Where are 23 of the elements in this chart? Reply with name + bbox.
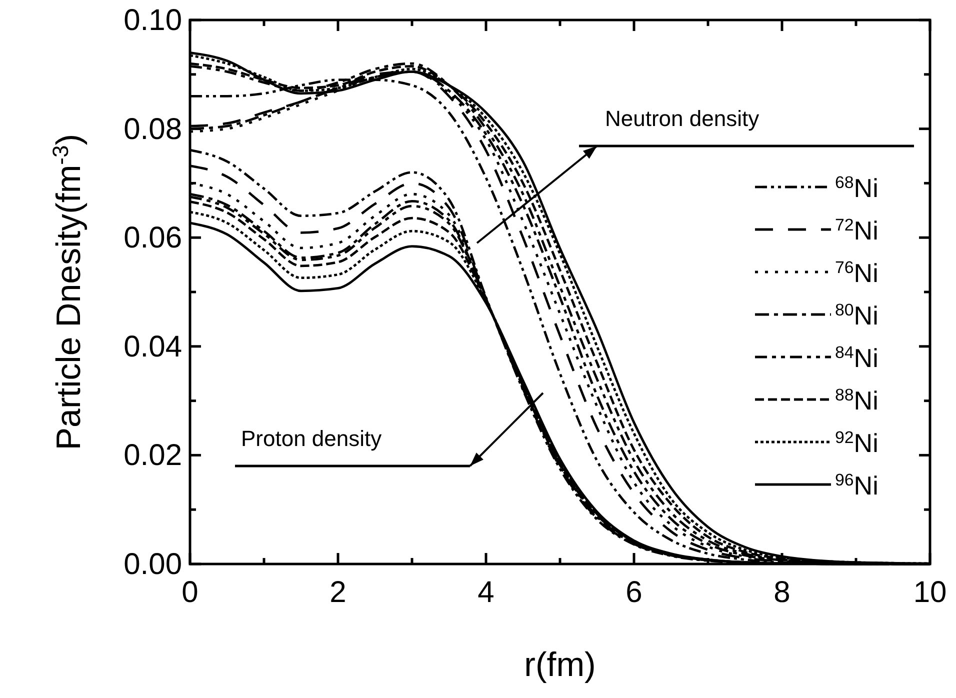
legend-label: $^{68}$Ni bbox=[835, 172, 878, 203]
y-tick-label: 0.08 bbox=[124, 112, 182, 146]
x-tick-label: 10 bbox=[913, 576, 947, 609]
x-tick-label: 6 bbox=[626, 576, 642, 609]
legend-label: $^{84}$Ni bbox=[835, 342, 878, 373]
y-tick-label: 0.02 bbox=[124, 439, 182, 472]
x-tick-label: 0 bbox=[182, 576, 198, 609]
x-tick-label: 4 bbox=[478, 576, 494, 609]
x-tick-label: 2 bbox=[330, 576, 346, 609]
annotation: Proton density bbox=[241, 426, 382, 451]
legend-label: $^{72}$Ni bbox=[835, 215, 878, 246]
y-tick-label: 0.10 bbox=[124, 4, 182, 37]
legend-label: $^{76}$Ni bbox=[835, 258, 878, 288]
legend-label: $^{92}$Ni bbox=[835, 428, 878, 458]
legend-label: $^{80}$Ni bbox=[835, 300, 878, 330]
x-tick-label: 8 bbox=[774, 576, 790, 609]
y-tick-label: 0.00 bbox=[124, 548, 182, 581]
legend-label: $^{88}$Ni bbox=[835, 385, 878, 416]
annotation: Neutron density bbox=[605, 106, 760, 131]
legend-label: $^{96}$Ni bbox=[835, 470, 878, 500]
y-tick-label: 0.06 bbox=[124, 222, 182, 255]
x-axis-title: r(fm) bbox=[524, 646, 596, 684]
y-tick-label: 0.04 bbox=[124, 330, 182, 364]
